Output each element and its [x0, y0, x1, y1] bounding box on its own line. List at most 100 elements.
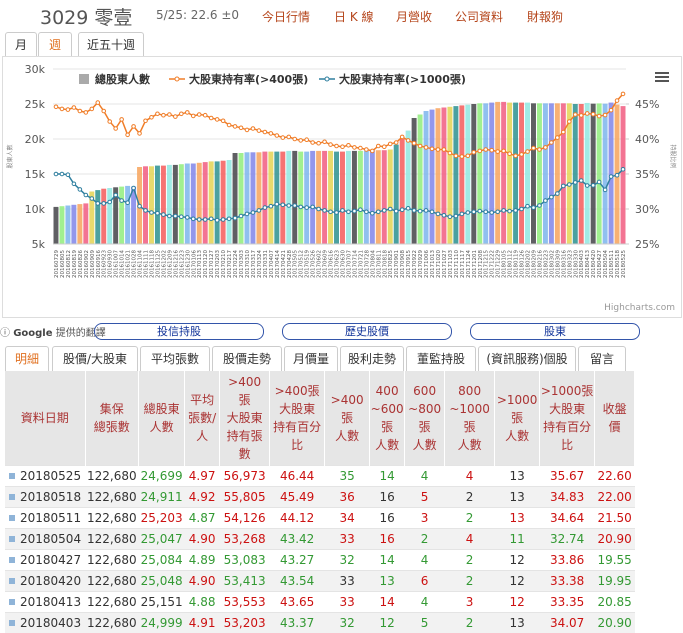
point	[520, 207, 524, 211]
nav-link[interactable]: 今日行情	[262, 8, 310, 25]
column-header: >1000張 大股東 持有百分 比	[540, 371, 595, 466]
bar	[310, 151, 315, 244]
point	[263, 206, 267, 210]
point	[514, 154, 518, 158]
bar	[256, 152, 261, 244]
button[interactable]: 股東	[470, 323, 640, 340]
point	[281, 136, 285, 140]
date-cell: 20180403	[5, 613, 85, 633]
cell: 33	[325, 592, 370, 613]
nav-link[interactable]: 月營收	[396, 8, 432, 25]
point	[382, 209, 386, 213]
tab[interactable]: 股價/大股東	[52, 346, 138, 372]
point	[430, 210, 434, 214]
bar	[597, 103, 602, 244]
tab[interactable]: 股利走勢	[340, 346, 404, 372]
point	[538, 204, 542, 208]
bar	[477, 103, 482, 244]
button[interactable]: 投信持股	[94, 323, 264, 340]
point	[448, 215, 452, 219]
nav-link[interactable]: 日 K 線	[334, 8, 374, 25]
y-tick-label: 25k	[25, 98, 46, 111]
point	[60, 172, 64, 176]
cell: 25,048	[139, 571, 185, 592]
cell: 33	[325, 529, 370, 550]
point	[442, 214, 446, 218]
point	[347, 210, 351, 214]
point	[257, 129, 261, 133]
bar	[513, 103, 518, 244]
point	[472, 151, 476, 155]
cell: 24,999	[139, 613, 185, 633]
cell: 25,151	[139, 592, 185, 613]
tab[interactable]: 股價走勢	[212, 346, 282, 372]
point	[544, 199, 548, 203]
point	[108, 120, 112, 124]
bar	[292, 151, 297, 244]
nav-link[interactable]: 財報狗	[527, 8, 563, 25]
point	[305, 138, 309, 142]
nav-link[interactable]: 公司資料	[455, 8, 503, 25]
cell: 122,680	[85, 550, 139, 571]
point	[365, 148, 369, 152]
point	[221, 218, 225, 222]
bar	[65, 206, 70, 245]
date-cell: 20180413	[5, 592, 85, 613]
point	[209, 116, 213, 120]
point	[120, 118, 124, 122]
period-tab[interactable]: 月	[5, 32, 37, 57]
menu-icon	[655, 80, 669, 82]
bar	[579, 104, 584, 244]
bar	[77, 204, 82, 244]
cell: 35	[325, 466, 370, 487]
bar	[382, 150, 387, 244]
point	[496, 210, 500, 214]
cell: 19.95	[595, 571, 635, 592]
button[interactable]: 歷史股價	[282, 323, 452, 340]
point	[203, 113, 207, 117]
tab[interactable]: 平均張數	[140, 346, 210, 372]
point	[448, 151, 452, 155]
holders-table: 資料日期集保 總張數總股東 人數平均 張數/ 人>400 張 大股東 持有張 數…	[5, 371, 635, 633]
legend-label: 大股東持有率(>1000張)	[339, 72, 466, 86]
column-header: >400 張 人數	[325, 371, 370, 466]
point	[424, 146, 428, 150]
point	[174, 115, 178, 119]
tab[interactable]: 董監持股	[406, 346, 476, 372]
bar	[191, 164, 196, 245]
point	[376, 144, 380, 148]
tab[interactable]: (資訊服務)個股	[478, 346, 576, 372]
period-tab[interactable]: 近五十週	[78, 32, 144, 57]
point	[514, 209, 518, 213]
cell: 44.12	[270, 508, 325, 529]
point	[609, 175, 613, 179]
tab[interactable]: 明細	[5, 346, 49, 372]
cell: 4.92	[185, 487, 220, 508]
cell: 4.90	[185, 529, 220, 550]
point	[209, 217, 213, 221]
point	[388, 142, 392, 146]
column-header: >400張 大股東 持有百分 比	[270, 371, 325, 466]
tab[interactable]: 月價量	[284, 346, 338, 372]
point	[162, 213, 166, 217]
cell: 53,083	[220, 550, 270, 571]
point	[102, 109, 106, 113]
bar	[54, 207, 59, 244]
period-tab[interactable]: 週	[38, 32, 72, 57]
cell: 32	[325, 550, 370, 571]
cell: 34	[325, 508, 370, 529]
bar	[119, 187, 124, 244]
bar	[155, 166, 160, 244]
cell: 4	[405, 592, 445, 613]
point	[466, 154, 470, 158]
cell: 2	[445, 487, 495, 508]
point	[90, 197, 94, 201]
point	[436, 148, 440, 152]
bar	[125, 186, 130, 244]
point	[371, 211, 375, 215]
cell: 32.74	[540, 529, 595, 550]
bar	[221, 161, 226, 244]
cell: 12	[495, 550, 540, 571]
tab[interactable]: 留言	[578, 346, 626, 372]
